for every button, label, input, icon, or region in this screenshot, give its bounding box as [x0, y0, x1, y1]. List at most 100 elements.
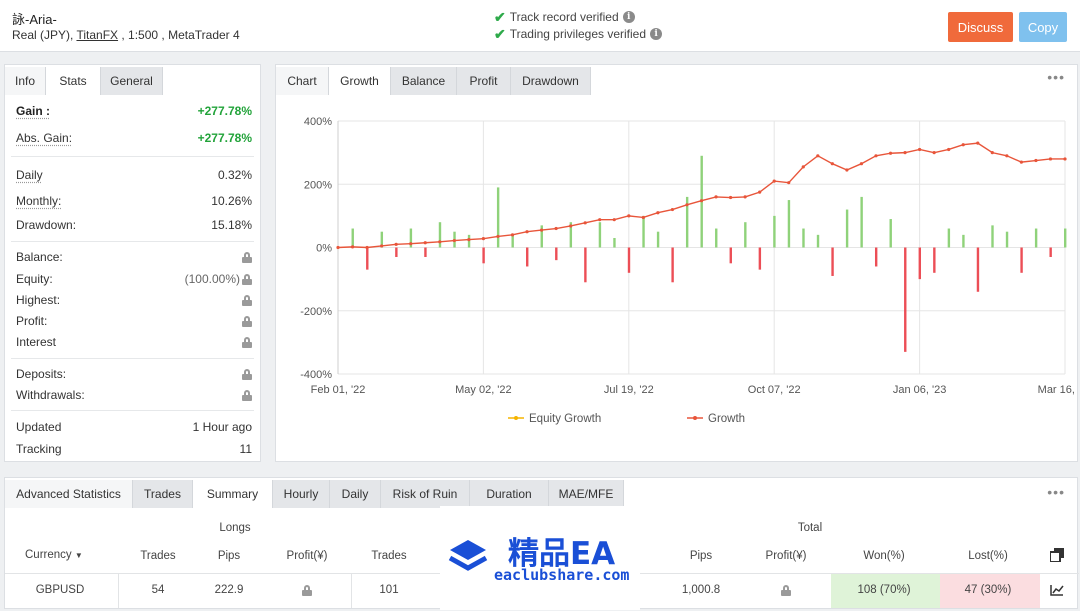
- growth-point: [685, 203, 689, 207]
- won-cell-bg: [831, 574, 940, 608]
- growth-bar: [715, 228, 718, 248]
- growth-bar: [758, 247, 762, 270]
- growth-point: [859, 162, 864, 166]
- growth-point: [787, 181, 791, 185]
- divider: [351, 574, 352, 608]
- stat-value: +277.78%: [197, 104, 252, 118]
- tab-duration[interactable]: Duration: [470, 480, 549, 508]
- more-options-icon[interactable]: •••: [1047, 69, 1065, 85]
- info-icon[interactable]: i: [622, 11, 635, 23]
- tab-trades[interactable]: Trades: [133, 480, 193, 508]
- x-tick-label: May 02, '22: [455, 384, 512, 396]
- tab-stats[interactable]: Stats: [46, 67, 101, 95]
- stat-label: Withdrawals:: [16, 388, 85, 402]
- info-panel: Info Stats General Gain : +277.78% Abs. …: [4, 64, 261, 462]
- info-icon[interactable]: i: [650, 28, 663, 40]
- group-longs-header: Longs: [219, 522, 251, 534]
- col-lost[interactable]: Lost(%): [968, 550, 1008, 562]
- growth-point: [554, 226, 558, 231]
- tab-summary[interactable]: Summary: [193, 480, 273, 508]
- tab-drawdown[interactable]: Drawdown: [511, 67, 591, 95]
- growth-point: [1048, 157, 1053, 161]
- y-tick-label: 400%: [304, 116, 332, 128]
- row-profit-total-locked: [781, 585, 791, 599]
- check-icon: ✔: [494, 26, 506, 42]
- chart-panel: Chart Growth Balance Profit Drawdown •••…: [275, 64, 1078, 462]
- growth-point: [612, 218, 616, 222]
- row-currency: GBPUSD: [35, 584, 85, 596]
- info-tabs: Info Stats General: [5, 67, 163, 95]
- verification-label: Track record verified: [509, 10, 619, 24]
- growth-bar: [1005, 231, 1009, 248]
- growth-bar: [642, 215, 645, 248]
- discuss-button[interactable]: Discuss: [948, 12, 1013, 42]
- tab-daily[interactable]: Daily: [330, 480, 381, 508]
- x-tick-label: Oct 07, '22: [748, 384, 801, 396]
- row-profit-locked: [302, 585, 312, 599]
- col-won[interactable]: Won(%): [863, 550, 905, 562]
- tab-hourly[interactable]: Hourly: [273, 480, 330, 508]
- col-pips[interactable]: Pips: [217, 550, 241, 562]
- growth-point: [365, 245, 369, 250]
- stat-balance: Balance:: [16, 248, 252, 266]
- x-tick-label: Feb 01, '22: [311, 384, 366, 396]
- copy-button[interactable]: Copy: [1019, 12, 1067, 42]
- growth-point: [409, 242, 413, 246]
- growth-point: [1034, 158, 1038, 163]
- tab-chart[interactable]: Chart: [276, 67, 329, 95]
- tab-mae-mfe[interactable]: MAE/MFE: [549, 480, 624, 508]
- tab-info[interactable]: Info: [5, 67, 46, 95]
- tab-profit[interactable]: Profit: [457, 67, 511, 95]
- lock-icon: [242, 294, 252, 306]
- growth-bar: [598, 222, 602, 248]
- stat-label: Gain :: [16, 104, 51, 118]
- col-currency[interactable]: Currency ▼: [25, 549, 105, 561]
- growth-bar: [496, 187, 500, 248]
- row-trades-short: 101: [379, 584, 399, 596]
- tab-advanced-statistics[interactable]: Advanced Statistics: [5, 480, 133, 508]
- account-leverage-platform: , 1:500 , MetaTrader 4: [118, 28, 240, 42]
- copy-table-icon[interactable]: [1050, 548, 1064, 562]
- growth-bar: [1034, 228, 1038, 248]
- stat-value: 10.26%: [211, 194, 252, 208]
- growth-bar: [438, 222, 442, 248]
- growth-point: [874, 154, 878, 158]
- growth-point: [888, 151, 893, 155]
- stat-value: +277.78%: [197, 131, 252, 145]
- trading-privileges-verified: ✔ Trading privileges verified i: [494, 26, 663, 42]
- col-trades[interactable]: Trades: [140, 550, 176, 562]
- tab-risk-of-ruin[interactable]: Risk of Ruin: [381, 480, 470, 508]
- y-tick-label: -400%: [300, 369, 332, 381]
- growth-bar: [685, 196, 689, 248]
- stat-label: Deposits:: [16, 367, 67, 381]
- growth-bar: [511, 234, 514, 248]
- growth-point: [481, 237, 485, 241]
- col-profit[interactable]: Profit(¥): [286, 550, 328, 562]
- stat-label: Updated: [16, 420, 62, 434]
- growth-chart: 400% 200% 0% -200% -400% Feb 01, '22 May 02, '…: [300, 116, 1076, 425]
- watermark-logo: [448, 540, 488, 571]
- x-tick-label: Jul 19, '22: [604, 384, 654, 396]
- growth-point: [961, 143, 965, 147]
- tab-balance[interactable]: Balance: [391, 67, 457, 95]
- chart-line-icon[interactable]: [1050, 584, 1064, 596]
- growth-bar: [555, 247, 558, 261]
- x-tick-label: Jan 06, '23: [893, 384, 946, 396]
- sort-down-icon: ▼: [74, 551, 83, 560]
- tab-growth[interactable]: Growth: [329, 67, 391, 95]
- stat-label: Interest: [16, 335, 57, 349]
- broker-link[interactable]: TitanFX: [76, 28, 119, 42]
- tab-general[interactable]: General: [101, 67, 163, 95]
- growth-point: [380, 244, 384, 248]
- col-pips-total[interactable]: Pips: [689, 550, 713, 562]
- col-profit-total[interactable]: Profit(¥): [765, 550, 807, 562]
- growth-bar: [976, 247, 980, 292]
- more-options-icon[interactable]: •••: [1047, 484, 1065, 500]
- growth-bar: [918, 247, 921, 280]
- stat-equity: Equity: (100.00%): [16, 270, 252, 288]
- growth-point: [350, 245, 355, 249]
- col-trades-short[interactable]: Trades: [371, 550, 407, 562]
- growth-bar: [409, 228, 413, 248]
- growth-point: [728, 195, 733, 200]
- stat-abs-gain: Abs. Gain: +277.78%: [16, 129, 252, 147]
